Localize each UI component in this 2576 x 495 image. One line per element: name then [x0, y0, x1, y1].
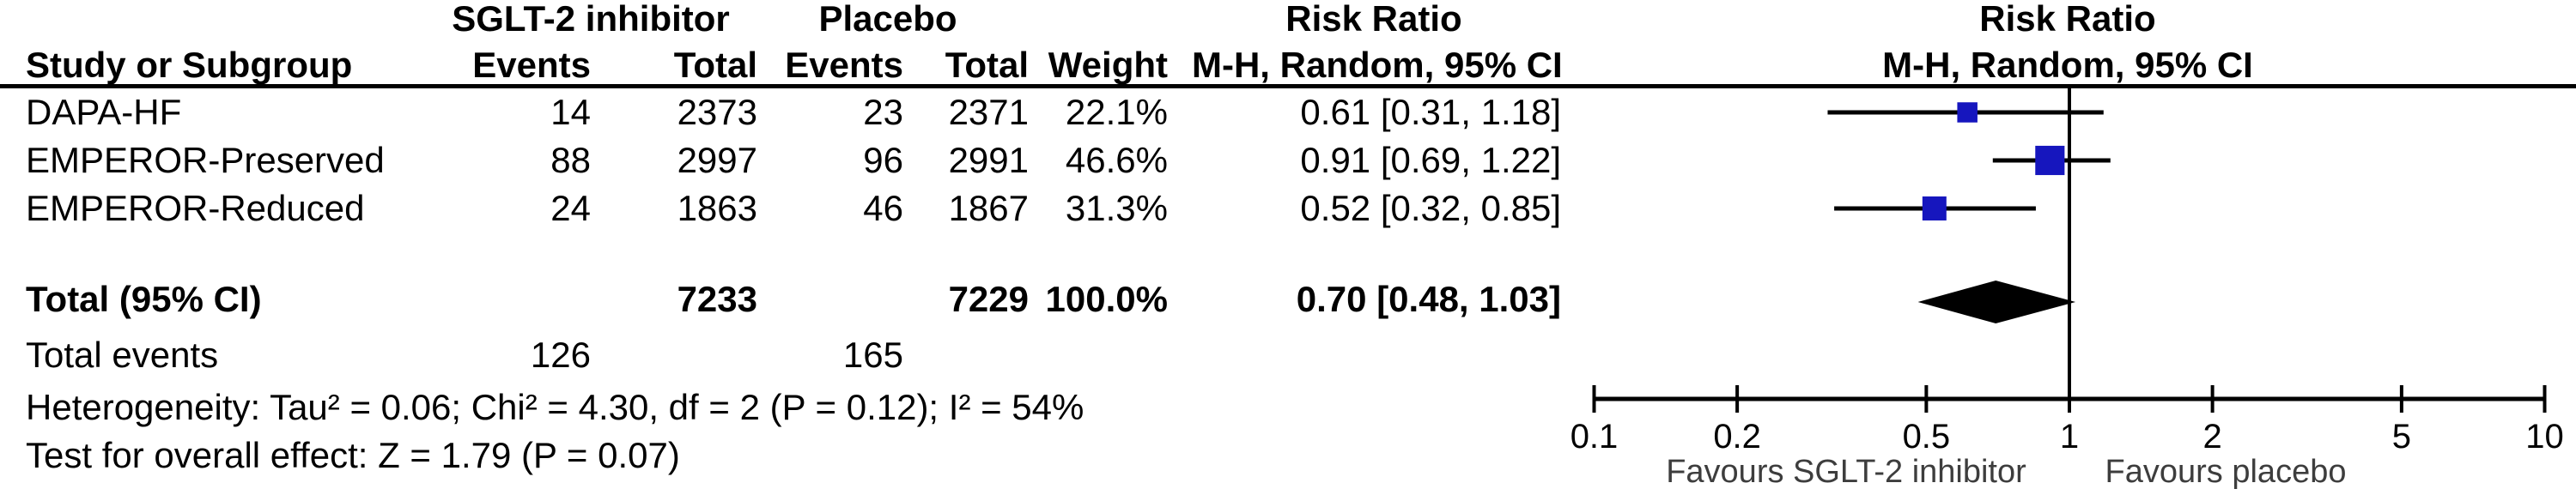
col-header-c-total: Total: [945, 45, 1029, 85]
total-events-treatment: 126: [530, 335, 591, 375]
study-name: EMPEROR-Preserved: [26, 140, 385, 180]
favours-left-label: Favours SGLT-2 inhibitor: [1666, 454, 2026, 490]
control-total: 2991: [948, 140, 1029, 180]
x-axis-tick-label: 2: [2202, 418, 2221, 456]
total-events-label: Total events: [26, 335, 219, 375]
rr-ci-text: 0.61 [0.31, 1.18]: [1300, 92, 1561, 132]
total-events-control: 165: [842, 335, 903, 375]
col-header-weight: Weight: [1048, 45, 1168, 85]
weight-value: 46.6%: [1065, 140, 1168, 180]
treatment-events: 88: [550, 140, 591, 180]
col-header-ci: M-H, Random, 95% CI: [1192, 45, 1563, 85]
x-axis-tick-label: 0.5: [1903, 418, 1951, 456]
x-axis-tick-label: 1: [2060, 418, 2079, 456]
control-total: 1867: [948, 188, 1029, 228]
control-events: 46: [863, 188, 903, 228]
overall-effect-text: Test for overall effect: Z = 1.79 (P = 0…: [26, 435, 680, 475]
treatment-events: 14: [550, 92, 591, 132]
total-label: Total (95% CI): [26, 279, 262, 319]
total-weight: 100.0%: [1045, 279, 1168, 319]
treatment-total: 2997: [677, 140, 757, 180]
rr-ci-text: 0.52 [0.32, 0.85]: [1300, 188, 1561, 228]
x-axis-tick-label: 10: [2525, 418, 2564, 456]
x-axis-tick-label: 5: [2392, 418, 2411, 456]
col-header-c-events: Events: [785, 45, 903, 85]
treatment-events: 24: [550, 188, 591, 228]
total-c-total: 7229: [948, 279, 1029, 319]
effect-square-DAPA-HF: [1957, 102, 1978, 123]
header-rule: [0, 84, 2576, 88]
pooled-effect-diamond: [1917, 281, 2076, 323]
total-t-total: 7233: [677, 279, 757, 319]
heterogeneity-text: Heterogeneity: Tau² = 0.06; Chi² = 4.30,…: [26, 387, 1084, 427]
plot-header-ci: M-H, Random, 95% CI: [1882, 45, 2253, 85]
control-events: 96: [863, 140, 903, 180]
weight-value: 31.3%: [1065, 188, 1168, 228]
rr-ci-text: 0.91 [0.69, 1.22]: [1300, 140, 1561, 180]
treatment-total: 2373: [677, 92, 757, 132]
effect-square-EMPEROR-Preserved: [2035, 145, 2065, 176]
plot-header-risk-ratio: Risk Ratio: [1979, 0, 2156, 39]
study-name: EMPEROR-Reduced: [26, 188, 365, 228]
effect-square-EMPEROR-Reduced: [1922, 196, 1947, 220]
x-axis-tick-label: 0.1: [1571, 418, 1619, 456]
group-header-treatment: SGLT-2 inhibitor: [452, 0, 730, 39]
group-header-control: Placebo: [818, 0, 957, 39]
treatment-total: 1863: [677, 188, 757, 228]
col-header-t-events: Events: [472, 45, 591, 85]
total-rr-ci: 0.70 [0.48, 1.03]: [1296, 279, 1561, 319]
favours-right-label: Favours placebo: [2105, 454, 2347, 490]
group-header-risk-ratio: Risk Ratio: [1285, 0, 1462, 39]
weight-value: 22.1%: [1065, 92, 1168, 132]
col-header-t-total: Total: [673, 45, 757, 85]
col-header-study: Study or Subgroup: [26, 45, 353, 85]
control-total: 2371: [948, 92, 1029, 132]
x-axis-tick-label: 0.2: [1713, 418, 1761, 456]
control-events: 23: [863, 92, 903, 132]
study-name: DAPA-HF: [26, 92, 182, 132]
